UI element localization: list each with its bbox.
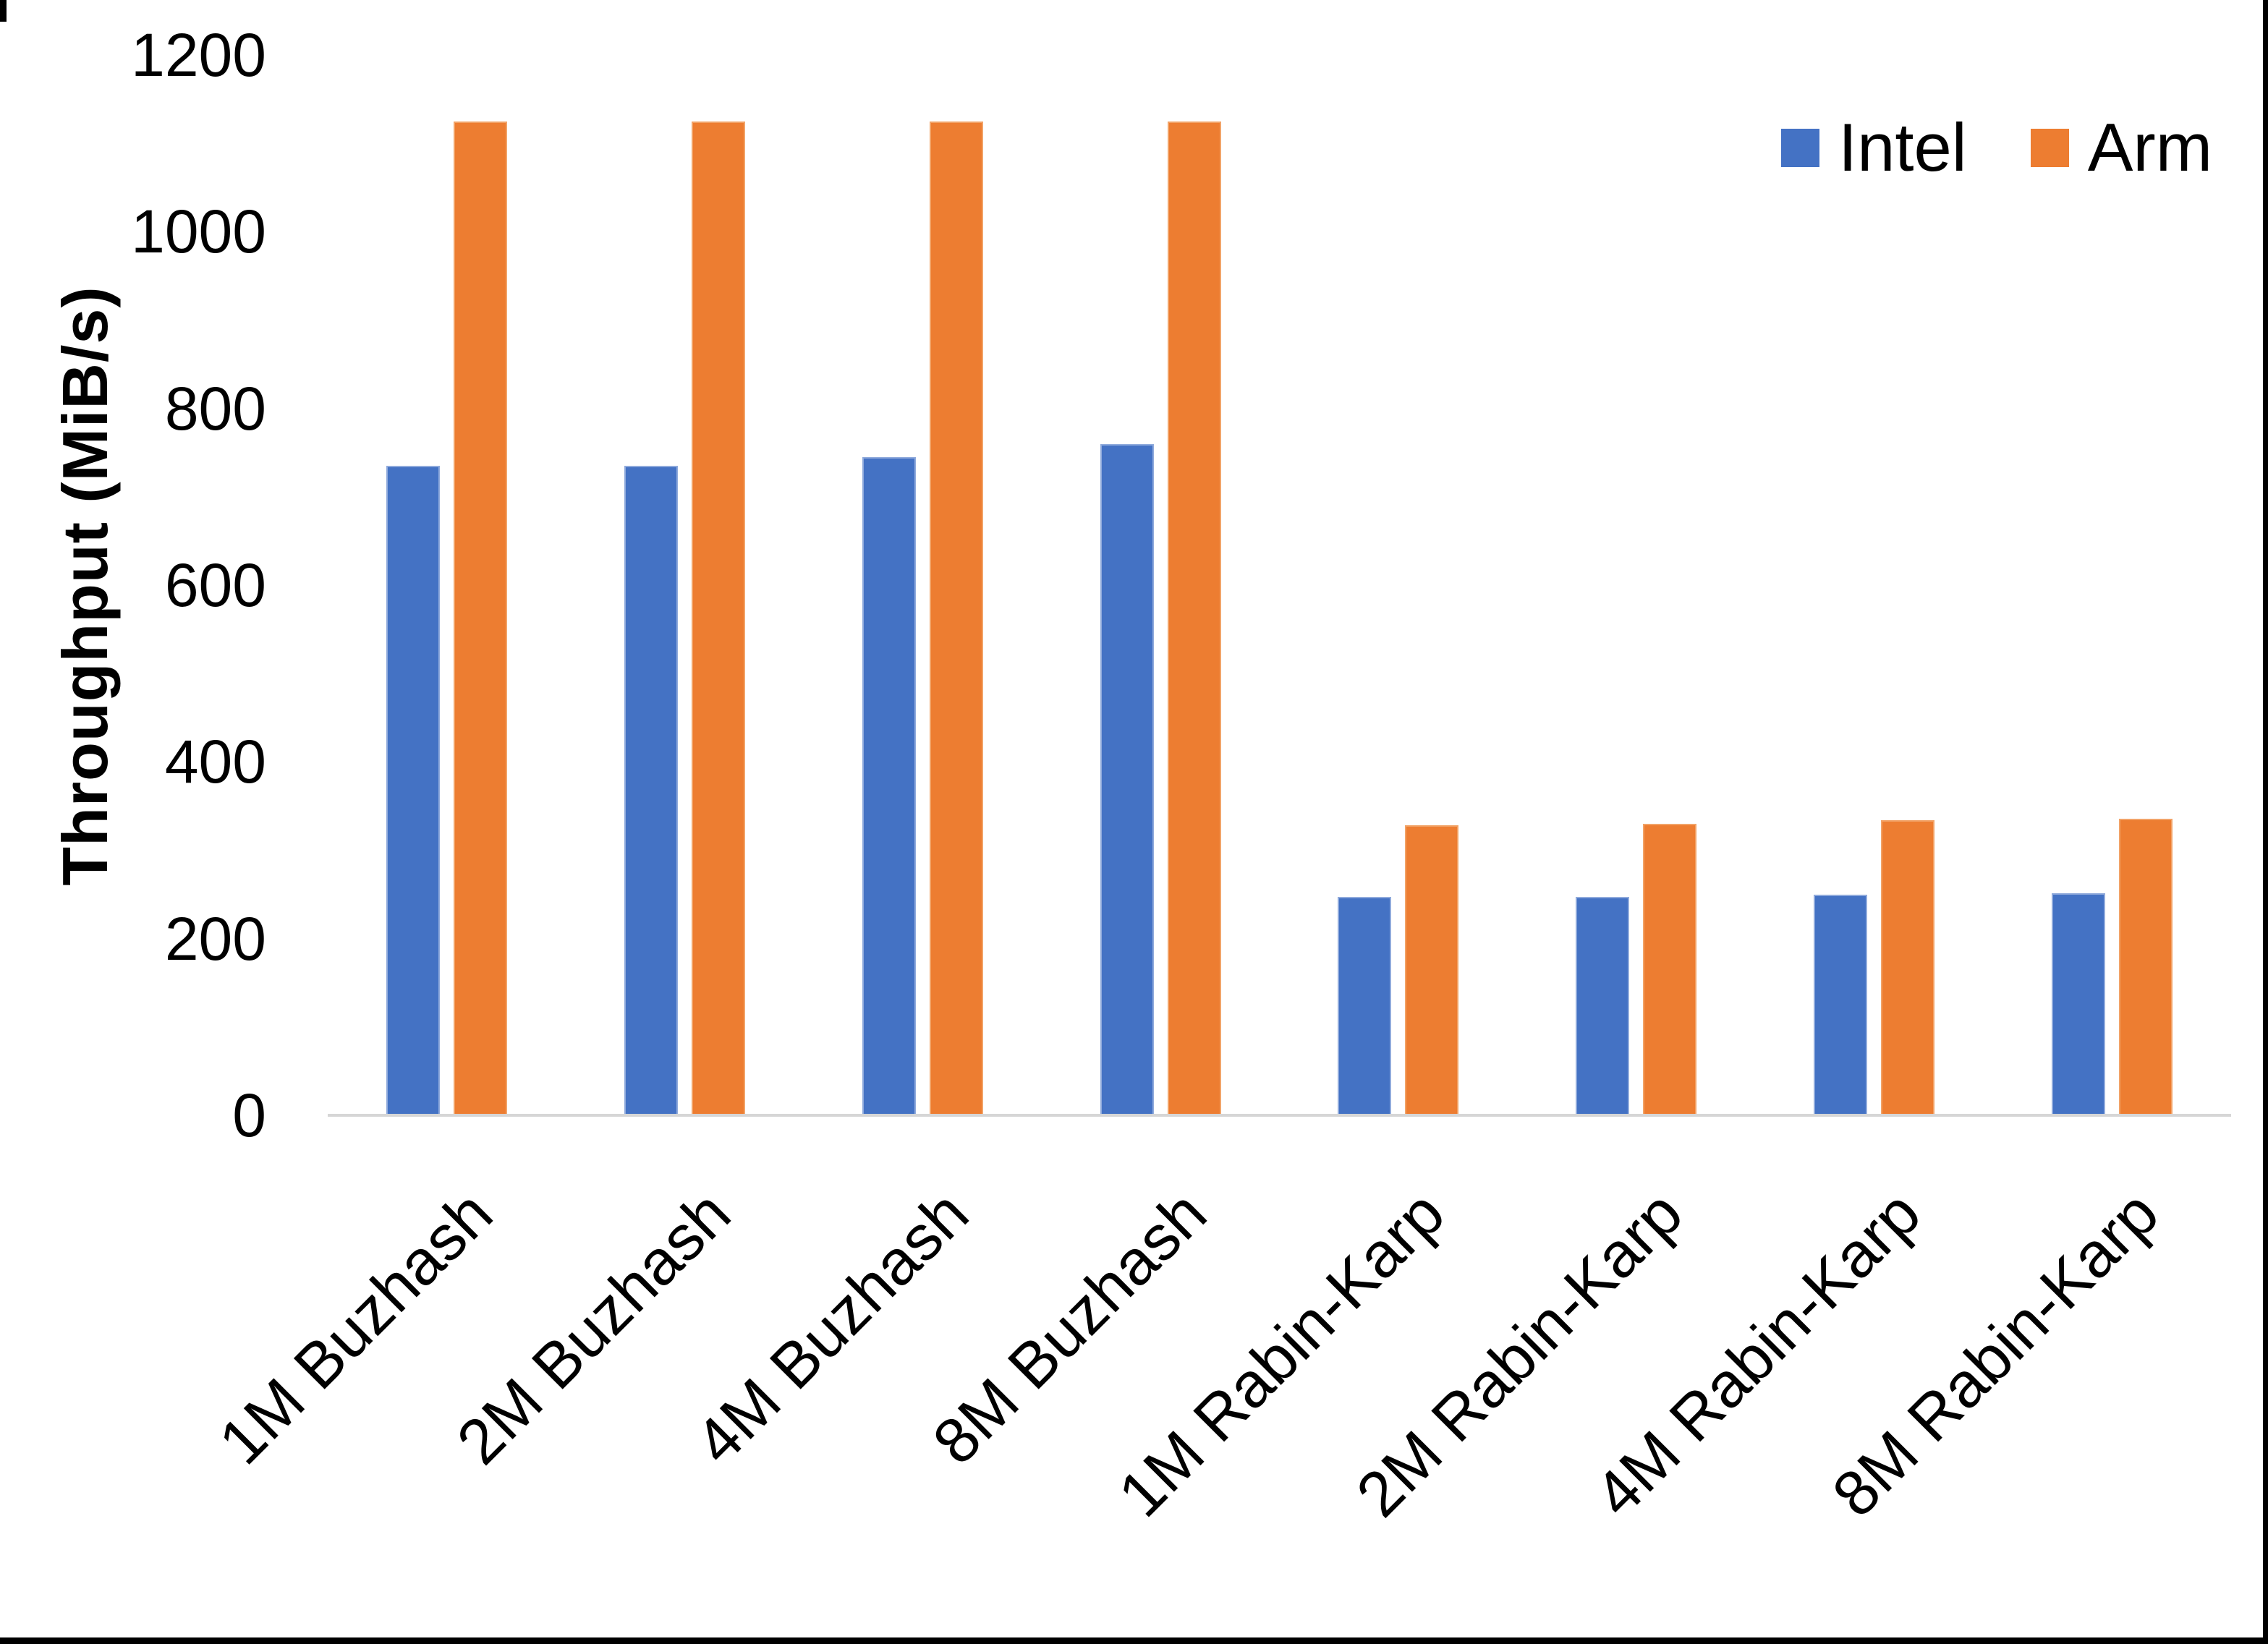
bar-arm-2m-rabin-karp <box>1643 824 1697 1115</box>
y-tick-label: 0 <box>232 1081 266 1149</box>
bar-intel-4m-rabin-karp <box>1814 895 1868 1115</box>
bar-arm-8m-buzhash <box>1167 122 1221 1115</box>
x-axis-label: 1M Buzhash <box>205 1177 506 1478</box>
bar-intel-2m-rabin-karp <box>1576 897 1630 1115</box>
bar-intel-2m-buzhash <box>624 466 678 1115</box>
bar-intel-1m-buzhash <box>386 466 440 1115</box>
legend-swatch-intel <box>1781 128 1819 167</box>
bar-arm-4m-buzhash <box>929 122 983 1115</box>
legend-label: Arm <box>2087 109 2212 185</box>
y-tick-label: 200 <box>164 904 266 973</box>
bar-arm-4m-rabin-karp <box>1881 820 1935 1115</box>
y-tick-label: 800 <box>164 374 266 443</box>
x-axis-label: 8M Rabin-Karp <box>1818 1177 2172 1530</box>
x-axis-label: 4M Buzhash <box>681 1177 982 1478</box>
legend-label: Intel <box>1838 109 1967 185</box>
x-axis-label: 2M Rabin-Karp <box>1342 1177 1696 1530</box>
x-axis-label: 8M Buzhash <box>919 1177 1220 1478</box>
bar-intel-1m-rabin-karp <box>1338 897 1392 1115</box>
x-axis-label: 4M Rabin-Karp <box>1580 1177 1934 1530</box>
y-tick-label: 600 <box>164 551 266 619</box>
bar-intel-8m-buzhash <box>1100 444 1154 1115</box>
bar-arm-2m-buzhash <box>691 122 745 1115</box>
bar-arm-8m-rabin-karp <box>2119 819 2173 1115</box>
x-axis-label: 1M Rabin-Karp <box>1104 1177 1458 1530</box>
y-tick-label: 1000 <box>131 197 266 266</box>
y-axis-title: Throughput (MiB/s) <box>49 286 121 886</box>
legend-swatch-arm <box>2030 128 2069 167</box>
bar-arm-1m-buzhash <box>453 122 507 1115</box>
y-tick-label: 1200 <box>131 21 266 89</box>
screenshot-corner-mark <box>0 0 7 22</box>
y-tick-label: 400 <box>164 728 266 796</box>
legend: Intel Arm <box>1781 110 2212 185</box>
bar-intel-4m-buzhash <box>862 457 916 1115</box>
x-axis-line <box>328 1114 2231 1117</box>
screenshot-right-border <box>2263 0 2268 1644</box>
legend-item-intel: Intel <box>1781 114 1967 182</box>
bar-arm-1m-rabin-karp <box>1405 825 1459 1115</box>
bar-intel-8m-rabin-karp <box>2052 893 2106 1115</box>
screenshot-bottom-border <box>0 1637 2268 1644</box>
x-axis-label: 2M Buzhash <box>443 1177 744 1478</box>
legend-item-arm: Arm <box>2030 109 2212 185</box>
